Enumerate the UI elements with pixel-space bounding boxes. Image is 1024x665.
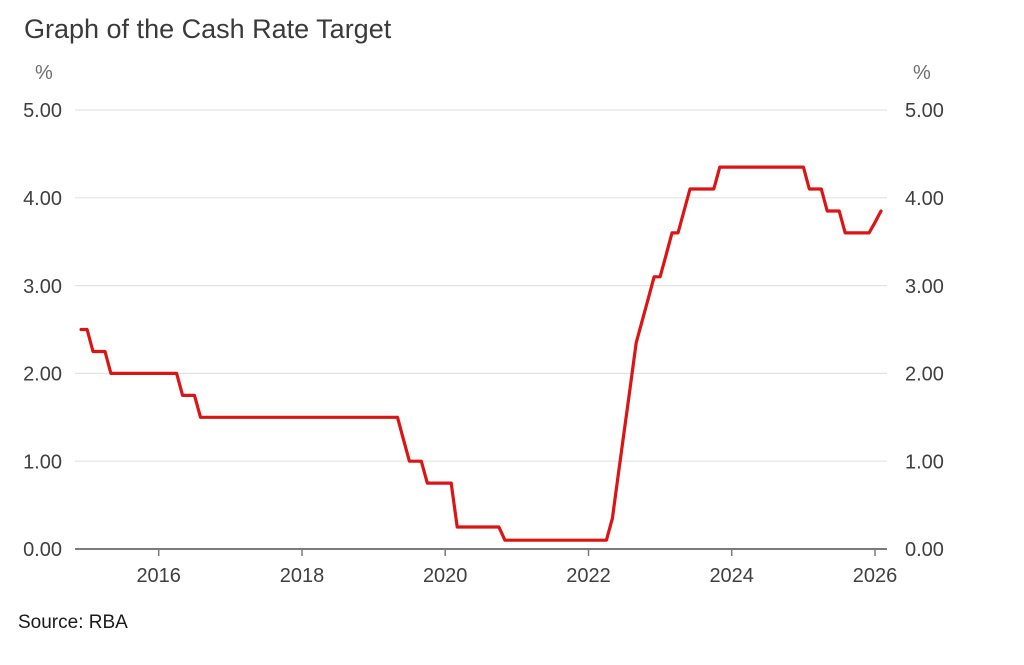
source-note: Source: RBA xyxy=(18,612,128,633)
y-label-left-5: 5.00 xyxy=(23,100,62,122)
y-label-left-2: 2.00 xyxy=(23,364,62,386)
y-unit-right: % xyxy=(913,62,931,84)
y-label-right-3: 3.00 xyxy=(905,276,944,298)
y-axis-labels-right: 5.00 4.00 3.00 2.00 1.00 0.00 xyxy=(905,100,944,561)
x-label-2024: 2024 xyxy=(709,565,754,587)
chart-title: Graph of the Cash Rate Target xyxy=(24,14,392,44)
cash-rate-line xyxy=(79,165,883,542)
x-axis-labels: 2016 2018 2020 2022 2024 2026 xyxy=(136,565,897,587)
x-label-2018: 2018 xyxy=(280,565,325,587)
y-label-left-3: 3.00 xyxy=(23,276,62,298)
y-label-right-2: 2.00 xyxy=(905,364,944,386)
y-label-left-4: 4.00 xyxy=(23,188,62,210)
gridlines xyxy=(75,109,887,462)
x-label-2020: 2020 xyxy=(423,565,468,587)
y-unit-left: % xyxy=(35,62,53,84)
y-label-right-5: 5.00 xyxy=(905,100,944,122)
y-axis-labels-left: 5.00 4.00 3.00 2.00 1.00 0.00 xyxy=(23,100,62,561)
y-label-right-1: 1.00 xyxy=(905,451,944,473)
x-axis-ticks xyxy=(157,550,876,556)
x-label-2016: 2016 xyxy=(136,565,181,587)
x-label-2026: 2026 xyxy=(853,565,898,587)
y-label-left-0: 0.00 xyxy=(23,539,62,561)
y-label-left-1: 1.00 xyxy=(23,451,62,473)
x-label-2022: 2022 xyxy=(566,565,611,587)
y-label-right-0: 0.00 xyxy=(905,539,944,561)
y-label-right-4: 4.00 xyxy=(905,188,944,210)
